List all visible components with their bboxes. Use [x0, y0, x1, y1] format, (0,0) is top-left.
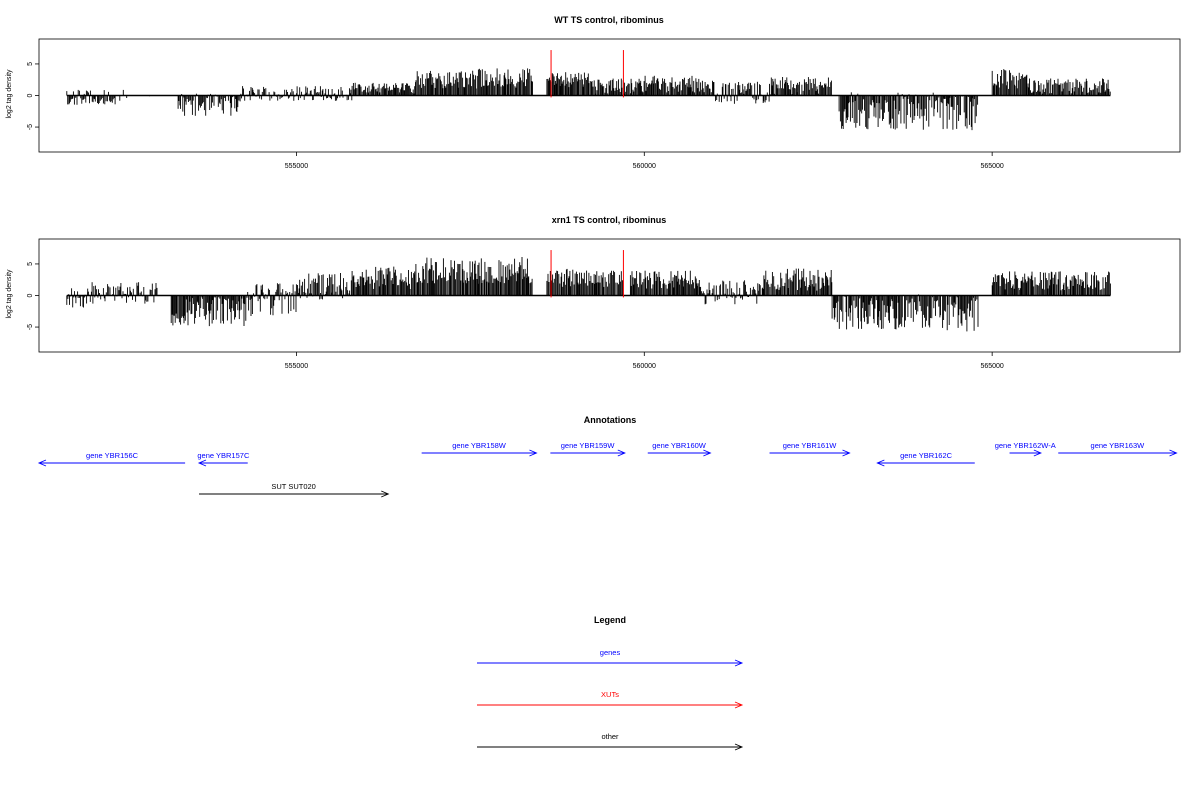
arrowhead	[842, 449, 851, 457]
track-title: WT TS control, ribominus	[554, 15, 664, 25]
x-tick-label: 555000	[285, 163, 308, 170]
feature-label: gene YBR156C	[86, 451, 139, 460]
feature: gene YBR161W	[769, 441, 851, 457]
feature: gene YBR162C	[876, 451, 975, 467]
xut-markers	[550, 50, 624, 98]
x-tick-label: 560000	[633, 363, 656, 370]
legend-item: XUTs	[477, 690, 744, 709]
feature-label: SUT SUT020	[271, 482, 315, 491]
y-tick-label: -5	[27, 124, 34, 130]
annotations-panel: Annotations gene YBR156C gene YBR157C SUT …	[37, 415, 1178, 498]
feature: gene YBR158W	[421, 441, 538, 457]
y-tick-label: 5	[27, 62, 34, 66]
legend-label: other	[601, 732, 619, 741]
y-axis-label: log2 tag density	[6, 269, 13, 319]
feature-label: gene YBR158W	[452, 441, 507, 450]
arrowhead	[37, 459, 47, 467]
xut-markers	[550, 250, 624, 298]
arrowhead	[876, 459, 885, 467]
arrowhead	[381, 490, 390, 498]
arrowhead	[1169, 449, 1178, 457]
x-tick-label: 555000	[285, 363, 308, 370]
feature: gene YBR162W-A	[995, 441, 1056, 457]
y-axis-label: log2 tag density	[6, 69, 13, 119]
feature: gene YBR157C	[197, 451, 250, 467]
legend-item: genes	[477, 648, 744, 667]
axes: 5 0 -5 555000 560000 565000	[27, 262, 1004, 370]
feature-label: gene YBR162W-A	[995, 441, 1056, 450]
feature-label: gene YBR162C	[900, 451, 953, 460]
track-title: xrn1 TS control, ribominus	[552, 215, 667, 225]
track-panel-wt: WT TS control, ribominus log2 tag densit…	[6, 15, 1181, 170]
legend-items: genes XUTs other	[477, 648, 744, 751]
legend-item: other	[477, 732, 744, 751]
legend-label: XUTs	[601, 690, 619, 699]
arrowhead	[734, 701, 744, 709]
feature: gene YBR159W	[550, 441, 626, 457]
feature-label: gene YBR161W	[783, 441, 838, 450]
arrowhead	[617, 449, 626, 457]
y-tick-label: 0	[27, 293, 34, 297]
arrowhead	[1033, 449, 1042, 457]
x-tick-label: 565000	[980, 163, 1003, 170]
arrowhead	[734, 743, 744, 751]
feature-label: gene YBR160W	[652, 441, 707, 450]
feature: gene YBR160W	[647, 441, 712, 457]
arrowhead	[529, 449, 538, 457]
coverage-bars	[66, 68, 1111, 131]
feature: SUT SUT020	[199, 482, 390, 498]
annotations-title: Annotations	[584, 415, 637, 425]
legend-label: genes	[600, 648, 621, 657]
x-tick-label: 560000	[633, 163, 656, 170]
arrowhead	[197, 459, 207, 467]
x-tick-label: 565000	[980, 363, 1003, 370]
feature-arrows: gene YBR156C gene YBR157C SUT SUT020 gene Y…	[37, 441, 1178, 498]
arrowhead	[703, 449, 712, 457]
y-tick-label: -5	[27, 324, 34, 330]
feature: gene YBR156C	[37, 451, 186, 467]
arrowhead	[734, 659, 744, 667]
feature: gene YBR163W	[1058, 441, 1178, 457]
legend-title: Legend	[594, 615, 626, 625]
feature-label: gene YBR163W	[1091, 441, 1146, 450]
y-tick-label: 0	[27, 93, 34, 97]
feature-label: gene YBR157C	[197, 451, 250, 460]
axes: 5 0 -5 555000 560000 565000	[27, 62, 1004, 170]
y-tick-label: 5	[27, 262, 34, 266]
legend: Legend genes XUTs other	[477, 615, 744, 751]
coverage-bars	[66, 257, 1111, 332]
feature-label: gene YBR159W	[561, 441, 616, 450]
track-panel-xrn1: xrn1 TS control, ribominus log2 tag dens…	[6, 215, 1181, 370]
